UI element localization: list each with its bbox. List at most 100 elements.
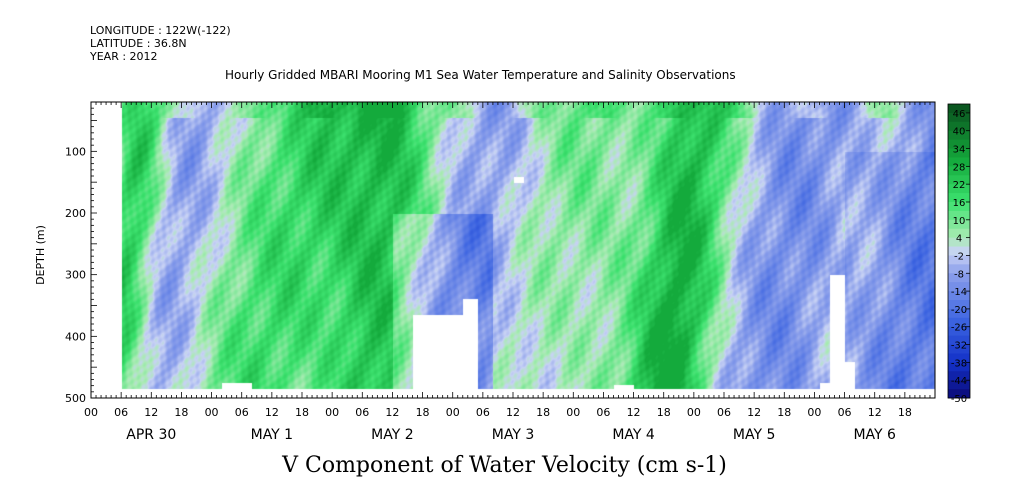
y-axis-label: DEPTH (m) — [34, 225, 47, 285]
x-hour-tick-label: 18 — [416, 406, 430, 419]
colorbar-label: -38 — [951, 358, 967, 369]
colorbar-frame — [947, 103, 971, 399]
x-hour-tick-label: 00 — [566, 406, 580, 419]
chart-title: Hourly Gridded MBARI Mooring M1 Sea Wate… — [225, 68, 736, 82]
x-hour-tick-label: 06 — [596, 406, 610, 419]
x-hour-tick-label: 18 — [536, 406, 550, 419]
x-hour-tick-label: 00 — [325, 406, 339, 419]
x-hour-tick-label: 18 — [898, 406, 912, 419]
x-hour-tick-label: 00 — [84, 406, 98, 419]
colorbar-label: 28 — [953, 162, 966, 173]
colorbar-swatch — [948, 219, 970, 230]
x-hour-tick-label: 18 — [174, 406, 188, 419]
colorbar-swatch — [948, 362, 970, 372]
y-tick-label: 500 — [65, 392, 86, 405]
colorbar-swatch — [948, 121, 970, 132]
colorbar-swatch — [948, 175, 970, 185]
colorbar-label: -44 — [951, 376, 967, 387]
heatmap-field — [91, 102, 935, 398]
x-hour-tick-label: 00 — [807, 406, 821, 419]
colorbar-label: 10 — [953, 216, 966, 227]
colorbar: 46 40 34 28 22 16 10 4 -2 -8 -14 -20 -26 -32 -38 -44 -50 — [947, 103, 971, 405]
colorbar-swatch — [948, 291, 970, 301]
colorbar-label: -32 — [951, 341, 967, 352]
y-tick-label: 200 — [65, 207, 86, 220]
longitude-label: LONGITUDE : 122W(-122) — [90, 24, 231, 37]
x-day-label: MAY 6 — [853, 427, 896, 443]
colorbar-label: -14 — [951, 287, 967, 298]
colorbar-swatch — [948, 282, 970, 292]
colorbar-label: 16 — [953, 198, 966, 209]
colorbar-label: 22 — [953, 180, 966, 191]
colorbar-swatch — [948, 157, 970, 167]
heatmap-image — [91, 102, 935, 398]
colorbar-swatch — [948, 104, 970, 114]
colorbar-swatch — [948, 148, 970, 158]
year-label: YEAR : 2012 — [90, 50, 158, 63]
y-tick-label: 400 — [65, 330, 86, 343]
colorbar-swatch — [948, 112, 970, 123]
colorbar-label: 40 — [953, 127, 966, 138]
colorbar-swatch — [948, 344, 970, 354]
x-day-label: MAY 2 — [371, 427, 413, 443]
x-hour-tick-label: 00 — [446, 406, 460, 419]
x-hour-tick-label: 18 — [295, 406, 309, 419]
colorbar-label: 46 — [953, 109, 966, 120]
x-hour-tick-label: 12 — [506, 406, 520, 419]
x-hour-tick-label: 06 — [476, 406, 490, 419]
colorbar-label: -20 — [951, 305, 967, 316]
colorbar-swatch — [948, 335, 970, 345]
colorbar-swatch — [948, 371, 970, 381]
x-hour-tick-label: 06 — [355, 406, 369, 419]
x-hour-tick-label: 00 — [687, 406, 701, 419]
colorbar-swatch — [948, 264, 970, 274]
colorbar-swatch — [948, 246, 970, 256]
colorbar-swatch — [948, 130, 970, 141]
x-hour-tick-label: 12 — [144, 406, 158, 419]
colorbar-swatch — [948, 237, 970, 247]
colorbar-swatch — [948, 300, 970, 310]
colorbar-label: -2 — [954, 251, 964, 262]
colorbar-swatch — [948, 317, 970, 328]
x-hour-tick-label: 12 — [627, 406, 641, 419]
x-day-label: APR 30 — [126, 427, 176, 443]
x-axis-ticks: 00 06 12 18 00 06 12 18 00 06 12 18 00 06 12 18 00 06 12 18… — [84, 102, 936, 443]
x-hour-tick-label: 00 — [205, 406, 219, 419]
colorbar-label: -26 — [951, 323, 967, 334]
x-axis-label: V Component of Water Velocity (cm s-1) — [282, 453, 727, 478]
x-hour-tick-label: 12 — [747, 406, 761, 419]
x-hour-tick-label: 06 — [838, 406, 852, 419]
colorbar-label: -8 — [954, 269, 964, 280]
x-day-label: MAY 5 — [733, 427, 775, 443]
colorbar-swatch — [948, 308, 970, 319]
x-hour-tick-label: 18 — [657, 406, 671, 419]
y-axis: 100 200 300 400 500 — [65, 107, 97, 405]
colorbar-label: 34 — [953, 145, 966, 156]
colorbar-swatch — [948, 255, 970, 265]
colorbar-swatch — [948, 193, 970, 203]
x-day-label: MAY 1 — [251, 427, 293, 443]
colorbar-swatch — [948, 139, 970, 149]
x-hour-tick-label: 06 — [235, 406, 249, 419]
x-hour-tick-label: 06 — [717, 406, 731, 419]
colorbar-swatch — [948, 326, 970, 337]
y-tick-label: 300 — [65, 269, 86, 282]
x-hour-tick-label: 12 — [385, 406, 399, 419]
colorbar-swatch — [948, 380, 970, 390]
colorbar-swatch — [948, 202, 970, 212]
x-hour-tick-label: 12 — [265, 406, 279, 419]
x-day-label: MAY 4 — [612, 427, 655, 443]
x-day-label: MAY 3 — [492, 427, 534, 443]
colorbar-swatch — [948, 389, 970, 399]
colorbar-swatch — [948, 228, 970, 239]
latitude-label: LATITUDE : 36.8N — [90, 37, 187, 50]
x-hour-tick-label: 18 — [777, 406, 791, 419]
colorbar-swatch — [948, 353, 970, 363]
y-tick-label: 100 — [65, 145, 86, 158]
x-hour-tick-label: 12 — [868, 406, 882, 419]
x-hour-tick-label: 06 — [114, 406, 128, 419]
colorbar-label: -50 — [951, 394, 967, 405]
colorbar-swatch — [948, 210, 970, 221]
colorbar-swatch — [948, 166, 970, 176]
